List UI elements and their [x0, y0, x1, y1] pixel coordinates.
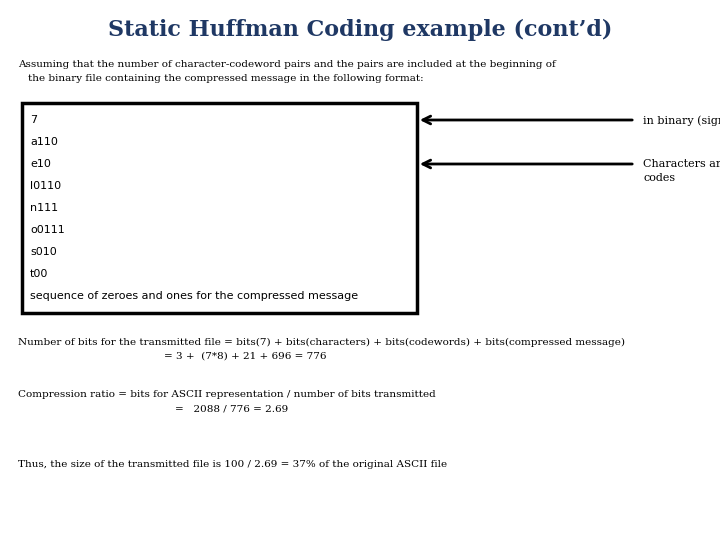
- Text: o0111: o0111: [30, 225, 65, 235]
- Text: Characters are in 8-bit ASCII
codes: Characters are in 8-bit ASCII codes: [643, 159, 720, 183]
- Text: Number of bits for the transmitted file = bits(7) + bits(characters) + bits(code: Number of bits for the transmitted file …: [18, 338, 625, 347]
- Text: sequence of zeroes and ones for the compressed message: sequence of zeroes and ones for the comp…: [30, 291, 358, 301]
- Bar: [22, 103, 417, 313]
- Text: the binary file containing the compressed message in the following format:: the binary file containing the compresse…: [28, 74, 423, 83]
- Text: = 3 +  (7*8) + 21 + 696 = 776: = 3 + (7*8) + 21 + 696 = 776: [163, 352, 326, 361]
- Text: Thus, the size of the transmitted file is 100 / 2.69 = 37% of the original ASCII: Thus, the size of the transmitted file i…: [18, 460, 447, 469]
- Text: 7: 7: [30, 115, 37, 125]
- Text: Assuming that the number of character-codeword pairs and the pairs are included : Assuming that the number of character-co…: [18, 60, 556, 69]
- Text: l0110: l0110: [30, 181, 61, 191]
- Text: in binary (significant bits): in binary (significant bits): [643, 115, 720, 126]
- Text: t00: t00: [30, 269, 48, 279]
- Text: Compression ratio = bits for ASCII representation / number of bits transmitted: Compression ratio = bits for ASCII repre…: [18, 390, 436, 399]
- Text: =   2088 / 776 = 2.69: = 2088 / 776 = 2.69: [175, 404, 288, 413]
- Text: a110: a110: [30, 137, 58, 147]
- Text: Static Huffman Coding example (cont’d): Static Huffman Coding example (cont’d): [108, 19, 612, 41]
- Text: n111: n111: [30, 203, 58, 213]
- Text: s010: s010: [30, 247, 57, 257]
- Text: e10: e10: [30, 159, 51, 169]
